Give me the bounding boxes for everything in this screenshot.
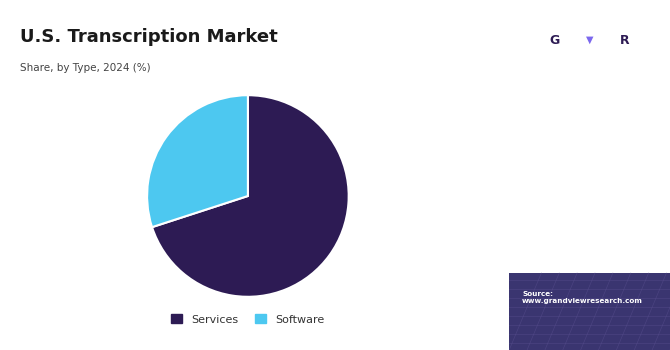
Wedge shape xyxy=(152,95,348,297)
Text: U.S. Transcription Market: U.S. Transcription Market xyxy=(20,28,278,46)
Text: U.S. Market Size,
2024: U.S. Market Size, 2024 xyxy=(551,193,628,213)
Text: Share, by Type, 2024 (%): Share, by Type, 2024 (%) xyxy=(20,63,151,73)
FancyBboxPatch shape xyxy=(509,273,670,350)
Text: Source:
www.grandviewresearch.com: Source: www.grandviewresearch.com xyxy=(522,291,643,304)
Text: ▼: ▼ xyxy=(586,35,594,45)
Text: R: R xyxy=(620,34,630,47)
Wedge shape xyxy=(147,95,248,227)
Text: $30.4B: $30.4B xyxy=(546,137,633,157)
Text: G: G xyxy=(549,34,559,47)
Legend: Services, Software: Services, Software xyxy=(167,310,329,329)
Text: GRAND VIEW RESEARCH: GRAND VIEW RESEARCH xyxy=(550,83,629,88)
FancyBboxPatch shape xyxy=(522,14,657,63)
